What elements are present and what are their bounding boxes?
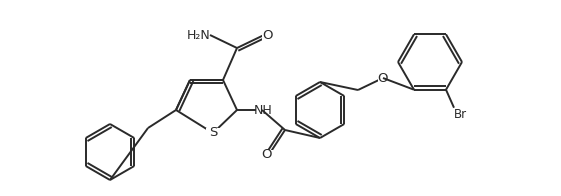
Bar <box>256 105 272 116</box>
Bar <box>206 128 220 140</box>
Bar <box>263 150 273 160</box>
Text: O: O <box>378 72 388 84</box>
Text: O: O <box>262 148 272 161</box>
Text: O: O <box>263 28 273 42</box>
Text: Br: Br <box>453 108 467 121</box>
Text: H₂N: H₂N <box>187 28 211 42</box>
Text: NH: NH <box>254 103 273 116</box>
Bar <box>451 109 469 120</box>
Bar <box>262 31 272 41</box>
Bar <box>188 30 208 41</box>
Text: S: S <box>209 126 217 140</box>
Bar <box>378 74 388 85</box>
